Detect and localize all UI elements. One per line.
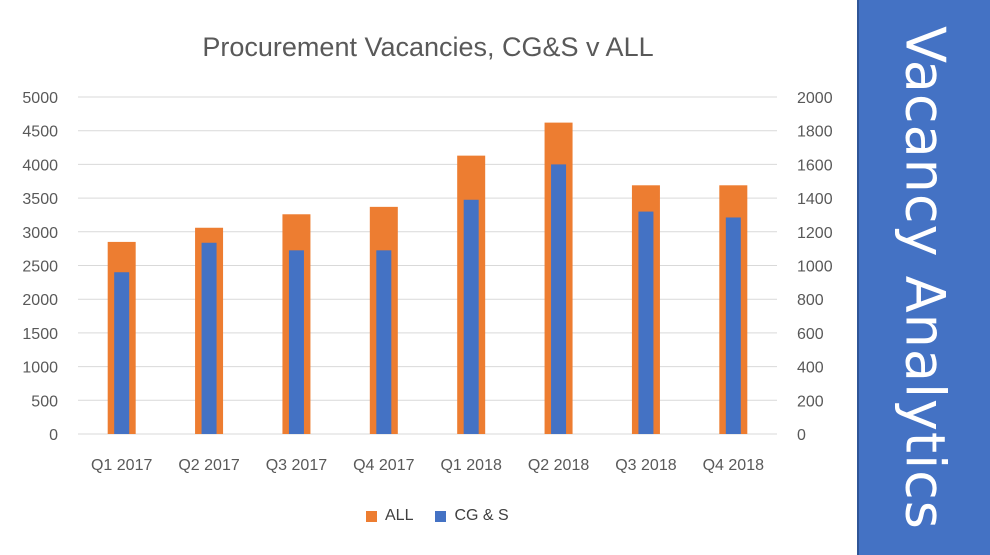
x-tick-label: Q1 2017 bbox=[91, 457, 152, 474]
y-right-tick-label: 200 bbox=[797, 393, 824, 410]
bar-cgs bbox=[638, 211, 654, 434]
bar-cgs bbox=[288, 250, 304, 434]
chart-area: Procurement Vacancies, CG&S v ALL 0 500 10… bbox=[22, 0, 858, 555]
x-tick-label: Q3 2017 bbox=[266, 457, 327, 474]
x-tick-label: Q2 2018 bbox=[528, 457, 589, 474]
y-right-tick-label: 1200 bbox=[797, 225, 833, 242]
y-right-tick-label: 600 bbox=[797, 326, 824, 343]
x-tick-label: Q2 2017 bbox=[178, 457, 239, 474]
legend-swatch-cgs bbox=[435, 510, 447, 522]
legend-swatch-all bbox=[366, 510, 377, 522]
x-tick-label: Q4 2018 bbox=[703, 457, 764, 474]
bar-cgs bbox=[201, 242, 217, 434]
chart-legend: ALL CG & S bbox=[366, 507, 509, 525]
y-left-tick-label: 0 bbox=[49, 427, 58, 444]
x-tick-label: Q3 2018 bbox=[615, 457, 676, 474]
y-right-tick-label: 0 bbox=[797, 427, 806, 444]
y-right-tick-label: 1600 bbox=[797, 157, 833, 174]
legend-item-all: ALL bbox=[366, 507, 413, 525]
legend-item-cgs: CG & S bbox=[435, 507, 509, 525]
side-panel-title: Vacancy Analytics bbox=[893, 25, 956, 530]
y-left-tick-label: 2000 bbox=[22, 292, 58, 309]
y-left-tick-label: 4500 bbox=[22, 124, 58, 141]
bar-cgs bbox=[114, 272, 130, 434]
y-left-tick-label: 3500 bbox=[22, 191, 58, 208]
side-panel: Vacancy Analytics bbox=[857, 0, 990, 555]
bar-cgs bbox=[551, 164, 567, 434]
chart-title: Procurement Vacancies, CG&S v ALL bbox=[202, 32, 653, 62]
y-left-tick-label: 1000 bbox=[22, 360, 58, 377]
y-left-tick-label: 4000 bbox=[22, 157, 58, 174]
legend-label-all: ALL bbox=[385, 507, 414, 524]
bar-cgs bbox=[376, 250, 392, 434]
y-right-tick-label: 400 bbox=[797, 360, 824, 377]
y-right-tick-label: 1000 bbox=[797, 259, 833, 276]
x-tick-label: Q1 2018 bbox=[440, 457, 501, 474]
y-right-tick-label: 2000 bbox=[797, 90, 833, 107]
bar-cgs bbox=[725, 217, 741, 434]
y-left-tick-label: 1500 bbox=[22, 326, 58, 343]
bar-cgs bbox=[463, 199, 479, 434]
y-left-tick-label: 5000 bbox=[22, 90, 58, 107]
y-right-tick-label: 800 bbox=[797, 292, 824, 309]
y-left-tick-label: 2500 bbox=[22, 259, 58, 276]
y-left-tick-label: 3000 bbox=[22, 225, 58, 242]
legend-label-cgs: CG & S bbox=[454, 507, 509, 524]
y-right-tick-label: 1800 bbox=[797, 124, 833, 141]
x-tick-label: Q4 2017 bbox=[353, 457, 414, 474]
bar-chart: Procurement Vacancies, CG&S v ALL 0 500 10… bbox=[22, 32, 833, 474]
y-right-tick-label: 1400 bbox=[797, 191, 833, 208]
y-left-tick-label: 500 bbox=[31, 393, 58, 410]
